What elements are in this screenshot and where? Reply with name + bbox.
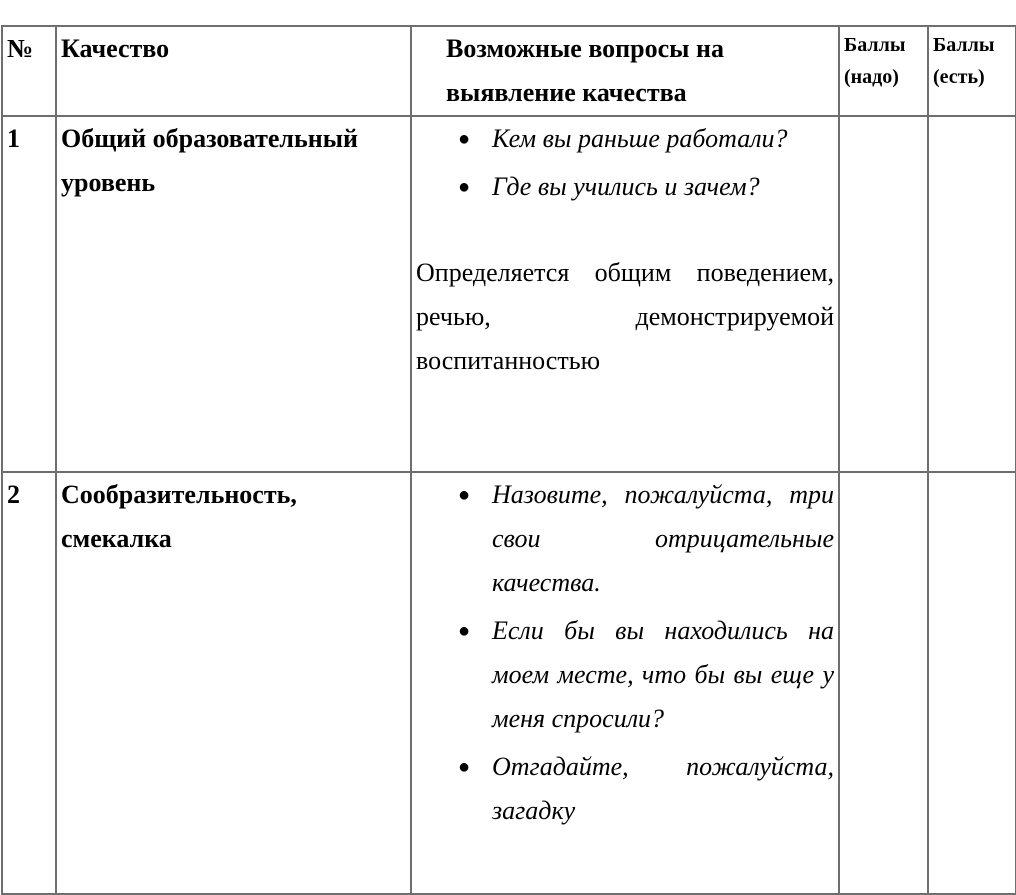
question-item: ● Если бы вы находились на моем месте, чт…: [458, 609, 834, 741]
bullet-icon: ●: [458, 484, 471, 506]
header-row: № Качество Возможные вопросы на выявлени…: [1, 25, 1016, 117]
row-num: 2: [1, 471, 57, 895]
question-item: ● Отгадайте, пожалуйста, загадку: [458, 745, 834, 833]
qualities-table: № Качество Возможные вопросы на выявлени…: [1, 25, 1016, 895]
header-score-actual: Баллы (есть): [927, 25, 1016, 117]
question-item: ● Где вы учились и зачем?: [458, 165, 834, 209]
table-row: 2 Сообразительность, смекалка ● Назовите,…: [1, 471, 1016, 895]
header-quality: Качество: [55, 25, 412, 117]
question-item: ● Назовите, пожалуйста, три свои отрицате…: [458, 473, 834, 605]
row-quality: Общий образовательный уровень: [55, 115, 412, 473]
table-row: 1 Общий образовательный уровень ● Кем вы …: [1, 115, 1016, 473]
bullet-icon: ●: [458, 128, 471, 150]
row-quality: Сообразительность, смекалка: [55, 471, 412, 895]
header-score-needed: Баллы (надо): [838, 25, 929, 117]
row-score-needed[interactable]: [838, 115, 929, 473]
row-score-actual[interactable]: [927, 471, 1016, 895]
row-questions: ● Назовите, пожалуйста, три свои отрицате…: [410, 471, 840, 895]
bullet-icon: ●: [458, 756, 471, 778]
bullet-icon: ●: [458, 176, 471, 198]
row-score-actual[interactable]: [927, 115, 1016, 473]
question-item: ● Кем вы раньше работали?: [458, 117, 834, 161]
row-note: Определяется общим поведением, речью, де…: [416, 258, 834, 375]
header-num: №: [1, 25, 57, 117]
row-num: 1: [1, 115, 57, 473]
row-score-needed[interactable]: [838, 471, 929, 895]
bullet-icon: ●: [458, 620, 471, 642]
row-questions: ● Кем вы раньше работали? ● Где вы учились…: [410, 115, 840, 473]
header-questions: Возможные вопросы на выявление качества: [410, 25, 840, 117]
